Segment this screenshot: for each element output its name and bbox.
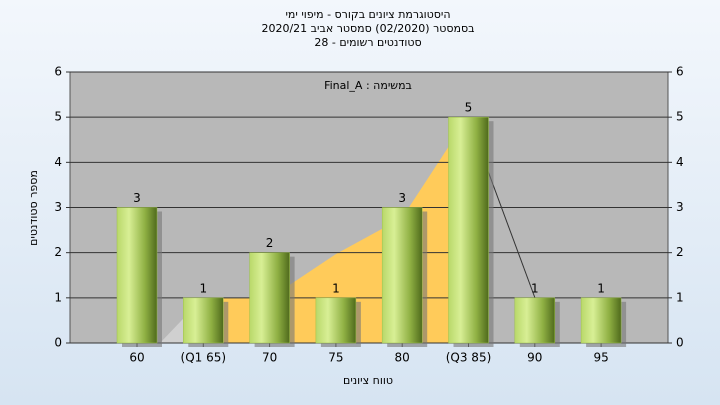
y-tick-label: 3 <box>54 200 62 214</box>
y2-tick-label: 4 <box>676 155 684 169</box>
bar <box>116 207 158 344</box>
value-label: 1 <box>332 281 340 295</box>
x-tick-label: 70 <box>262 351 277 365</box>
value-label: 1 <box>597 281 605 295</box>
bar <box>448 116 489 344</box>
x-tick-label: (Q3 85) <box>446 351 492 365</box>
x-tick-label: 60 <box>129 351 144 365</box>
bar <box>249 252 290 344</box>
y2-tick-label: 3 <box>676 200 684 214</box>
value-label: 1 <box>531 281 539 295</box>
chart-subtitle: סטודנטים רשומים - 28 <box>314 36 421 49</box>
value-label: 1 <box>199 281 207 295</box>
value-label: 3 <box>133 191 141 205</box>
value-label: 3 <box>398 191 406 205</box>
x-tick-label: 80 <box>395 351 410 365</box>
bar <box>315 297 357 344</box>
y2-tick-label: 6 <box>676 65 684 79</box>
bar <box>183 297 224 344</box>
x-tick-label: 75 <box>328 351 343 365</box>
bar <box>580 297 622 344</box>
y-tick-label: 0 <box>54 336 62 350</box>
x-tick-label: 90 <box>527 351 542 365</box>
y2-tick-label: 0 <box>676 336 684 350</box>
chart-subtitle: בסמסטר (02/2020) סמסטר אביב 2020/21 <box>261 22 474 35</box>
y-tick-label: 4 <box>54 155 62 169</box>
y-tick-label: 6 <box>54 65 62 79</box>
y2-tick-label: 5 <box>676 110 684 124</box>
y2-tick-label: 1 <box>676 290 684 304</box>
bar <box>381 207 423 344</box>
value-label: 5 <box>465 101 473 115</box>
x-tick-label: 95 <box>593 351 608 365</box>
x-tick-label: (Q1 65) <box>181 351 227 365</box>
y-axis-label: מספר סטודנטים <box>27 170 40 246</box>
bar <box>514 297 556 344</box>
y2-tick-label: 2 <box>676 245 684 259</box>
y-tick-label: 2 <box>54 245 62 259</box>
annotation: במשימה : Final_A <box>324 79 412 92</box>
y-tick-label: 5 <box>54 110 62 124</box>
x-axis-label: טווח ציונים <box>343 374 393 387</box>
y-tick-label: 1 <box>54 290 62 304</box>
chart-title: היסטוגרמת ציונים בקורס - מיפוי ימי <box>285 8 450 21</box>
value-label: 2 <box>266 236 274 250</box>
